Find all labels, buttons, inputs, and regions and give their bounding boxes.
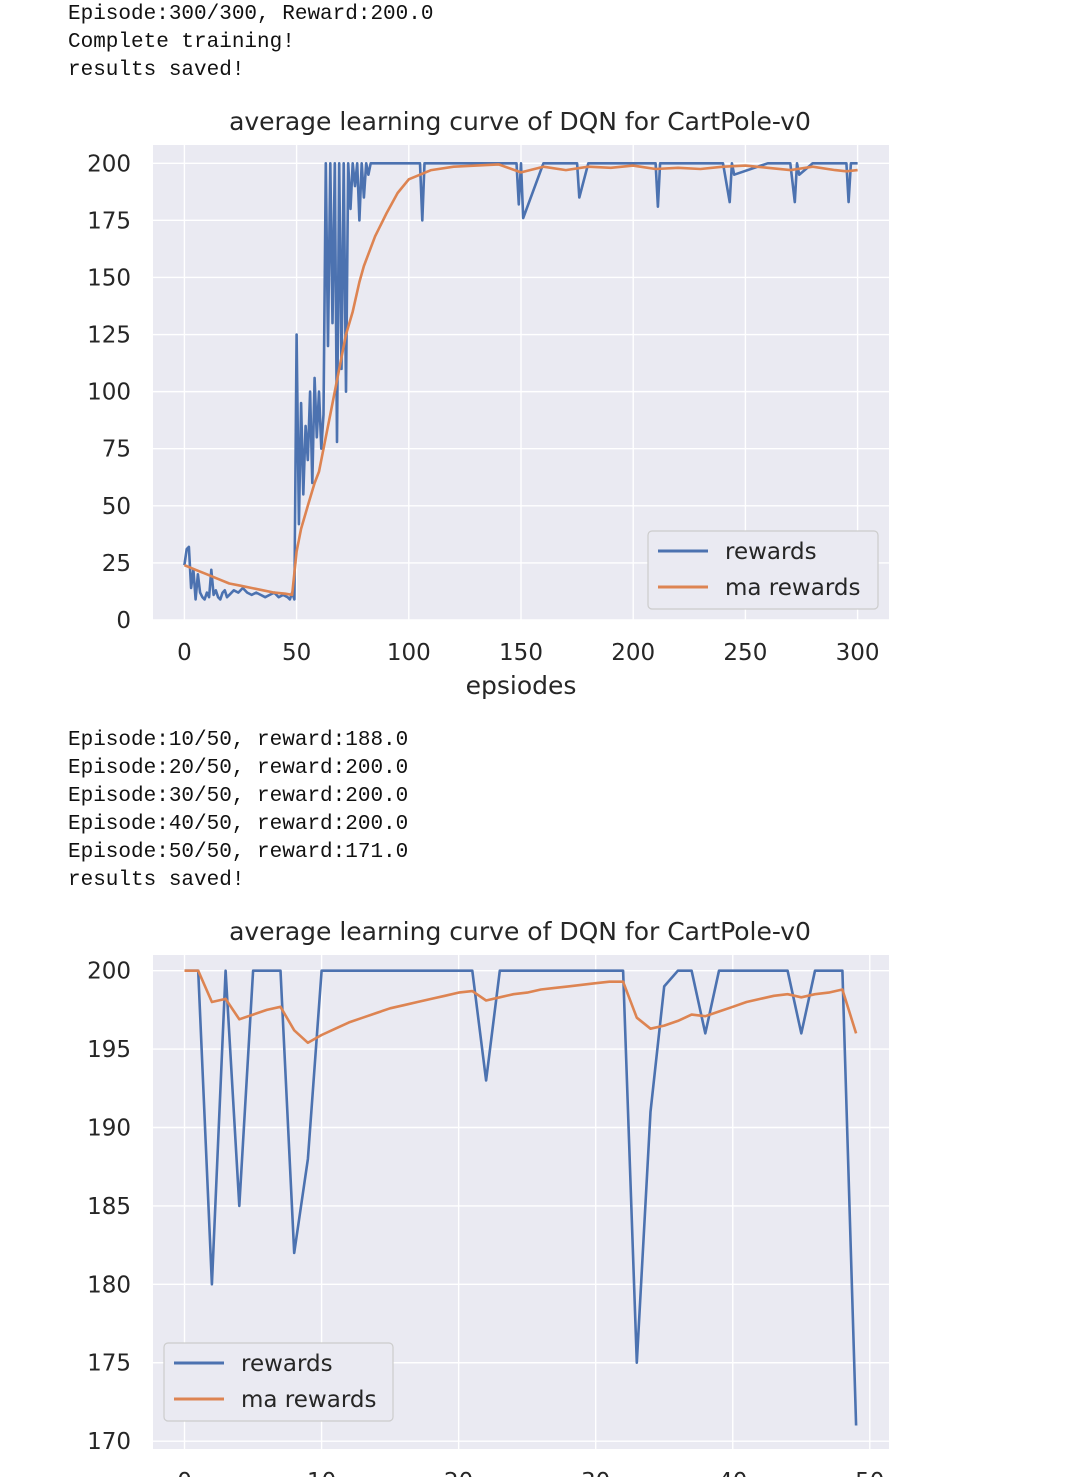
x-tick-label: 300	[836, 640, 880, 666]
y-tick-label: 185	[87, 1194, 131, 1220]
log-line: results saved!	[68, 869, 245, 892]
log-line: Episode:50/50, reward:171.0	[68, 841, 409, 864]
y-tick-label: 175	[87, 1351, 131, 1377]
grid	[153, 955, 889, 1449]
x-tick-label: 50	[855, 1469, 884, 1477]
y-tick-label: 180	[87, 1272, 131, 1298]
x-tick-label: 0	[177, 640, 192, 666]
log-line: Complete training!	[68, 31, 295, 54]
ticks: 0 50 100 150 200 250 300 0 25 50 75 100 125 150 175 200	[87, 151, 879, 666]
series-layer	[183, 161, 858, 601]
log-line: Episode:300/300, Reward:200.0	[68, 3, 434, 26]
y-tick-label: 25	[102, 551, 131, 577]
log-line: Episode:10/50, reward:188.0	[68, 729, 409, 752]
legend-label-rewards: rewards	[725, 539, 817, 565]
y-tick-label: 195	[87, 1037, 131, 1063]
y-tick-label: 50	[102, 494, 131, 520]
y-tick-label: 200	[87, 151, 131, 177]
y-tick-label: 175	[87, 208, 131, 234]
legend-label-ma-rewards: ma rewards	[241, 1387, 376, 1413]
series-line-ma-rewards	[184, 969, 858, 1045]
series-line-ma-rewards	[183, 163, 858, 597]
legend: rewards ma rewards	[647, 530, 879, 610]
legend: rewards ma rewards	[163, 1342, 394, 1422]
x-tick-label: 0	[177, 1469, 192, 1477]
y-tick-label: 0	[116, 608, 131, 634]
training-log-top: Episode:300/300, Reward:200.0 Complete tr…	[68, 1, 433, 85]
ticks: 0 10 20 30 40 50 170 175 180 185 190 195 200	[87, 959, 884, 1477]
series-layer	[184, 969, 858, 1426]
legend-label-rewards: rewards	[241, 1351, 333, 1377]
x-tick-label: 10	[307, 1469, 336, 1477]
x-tick-label: 200	[611, 640, 655, 666]
x-tick-label: 250	[723, 640, 767, 666]
y-tick-label: 150	[87, 265, 131, 291]
y-tick-label: 200	[87, 959, 131, 985]
learning-curve-chart-50: average learning curve of DQN for CartPo…	[87, 917, 889, 1477]
x-tick-label: 100	[387, 640, 431, 666]
x-tick-label: 20	[444, 1469, 473, 1477]
series-line-rewards	[183, 161, 858, 601]
x-tick-label: 50	[282, 640, 311, 666]
x-tick-label: 40	[718, 1469, 747, 1477]
grid	[153, 145, 889, 621]
log-line: results saved!	[68, 59, 245, 82]
y-tick-label: 75	[102, 437, 131, 463]
series-line-rewards	[184, 969, 858, 1426]
y-tick-label: 125	[87, 323, 131, 349]
y-tick-label: 100	[87, 380, 131, 406]
legend-label-ma-rewards: ma rewards	[725, 575, 860, 601]
x-tick-label: 30	[581, 1469, 610, 1477]
log-line: Episode:40/50, reward:200.0	[68, 813, 409, 836]
log-line: Episode:30/50, reward:200.0	[68, 785, 409, 808]
x-tick-label: 150	[499, 640, 543, 666]
chart-title: average learning curve of DQN for CartPo…	[229, 917, 811, 946]
training-log-bottom: Episode:10/50, reward:188.0 Episode:20/50…	[68, 727, 408, 895]
learning-curve-chart-300: average learning curve of DQN for CartPo…	[87, 107, 889, 700]
chart-title: average learning curve of DQN for CartPo…	[229, 107, 811, 136]
log-line: Episode:20/50, reward:200.0	[68, 757, 409, 780]
x-axis-label: epsiodes	[466, 671, 577, 700]
y-tick-label: 190	[87, 1116, 131, 1142]
y-tick-label: 170	[87, 1429, 131, 1455]
